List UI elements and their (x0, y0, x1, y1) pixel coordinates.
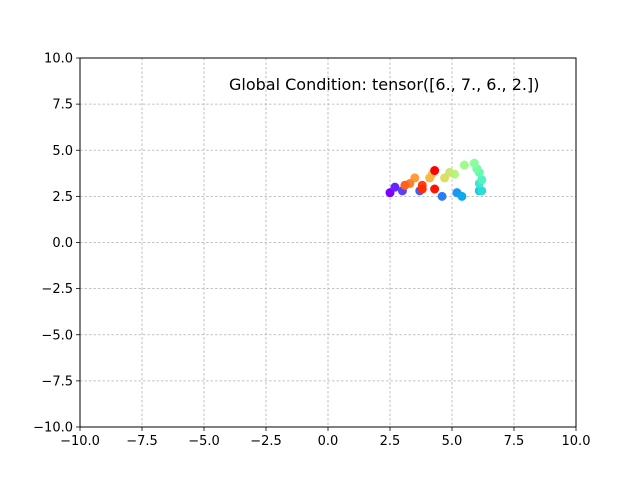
y-tick-label: 2.5 (52, 190, 73, 205)
y-tick-label: −10.0 (33, 421, 73, 436)
y-tick-label: 7.5 (52, 98, 73, 113)
data-point (457, 191, 467, 201)
global-condition-annotation: Global Condition: tensor([6., 7., 6., 2.… (229, 75, 539, 94)
data-point (477, 186, 487, 196)
y-tick-label: −7.5 (41, 374, 73, 389)
y-tick-label: 5.0 (52, 144, 73, 159)
y-tick-label: 0.0 (52, 236, 73, 251)
data-point (440, 173, 450, 183)
x-tick-label: 10.0 (562, 434, 591, 449)
x-tick-label: 2.5 (380, 434, 401, 449)
data-point (477, 175, 487, 185)
x-tick-label: 0.0 (318, 434, 339, 449)
data-point (400, 180, 410, 190)
x-tick-label: −7.5 (126, 434, 158, 449)
data-point (469, 158, 479, 168)
y-tick-label: −2.5 (41, 282, 73, 297)
data-point (430, 184, 440, 194)
x-tick-label: 5.0 (442, 434, 463, 449)
data-point (417, 184, 427, 194)
data-point (425, 173, 435, 183)
ticks-layer: −10.0 −7.5 −5.0 −2.5 0.0 2.5 5.0 7.5 10.0 −10.0 −7… (33, 52, 590, 450)
x-tick-label: 7.5 (504, 434, 525, 449)
grid-layer (79, 57, 577, 428)
x-tick-label: −10.0 (60, 434, 100, 449)
data-point (437, 191, 447, 201)
y-tick-label: −5.0 (41, 328, 73, 343)
x-tick-label: −2.5 (250, 434, 282, 449)
points-layer (385, 158, 487, 201)
data-point (430, 166, 440, 176)
data-point (390, 182, 400, 192)
x-tick-label: −5.0 (188, 434, 220, 449)
y-tick-label: 10.0 (44, 52, 73, 67)
data-point (459, 160, 469, 170)
